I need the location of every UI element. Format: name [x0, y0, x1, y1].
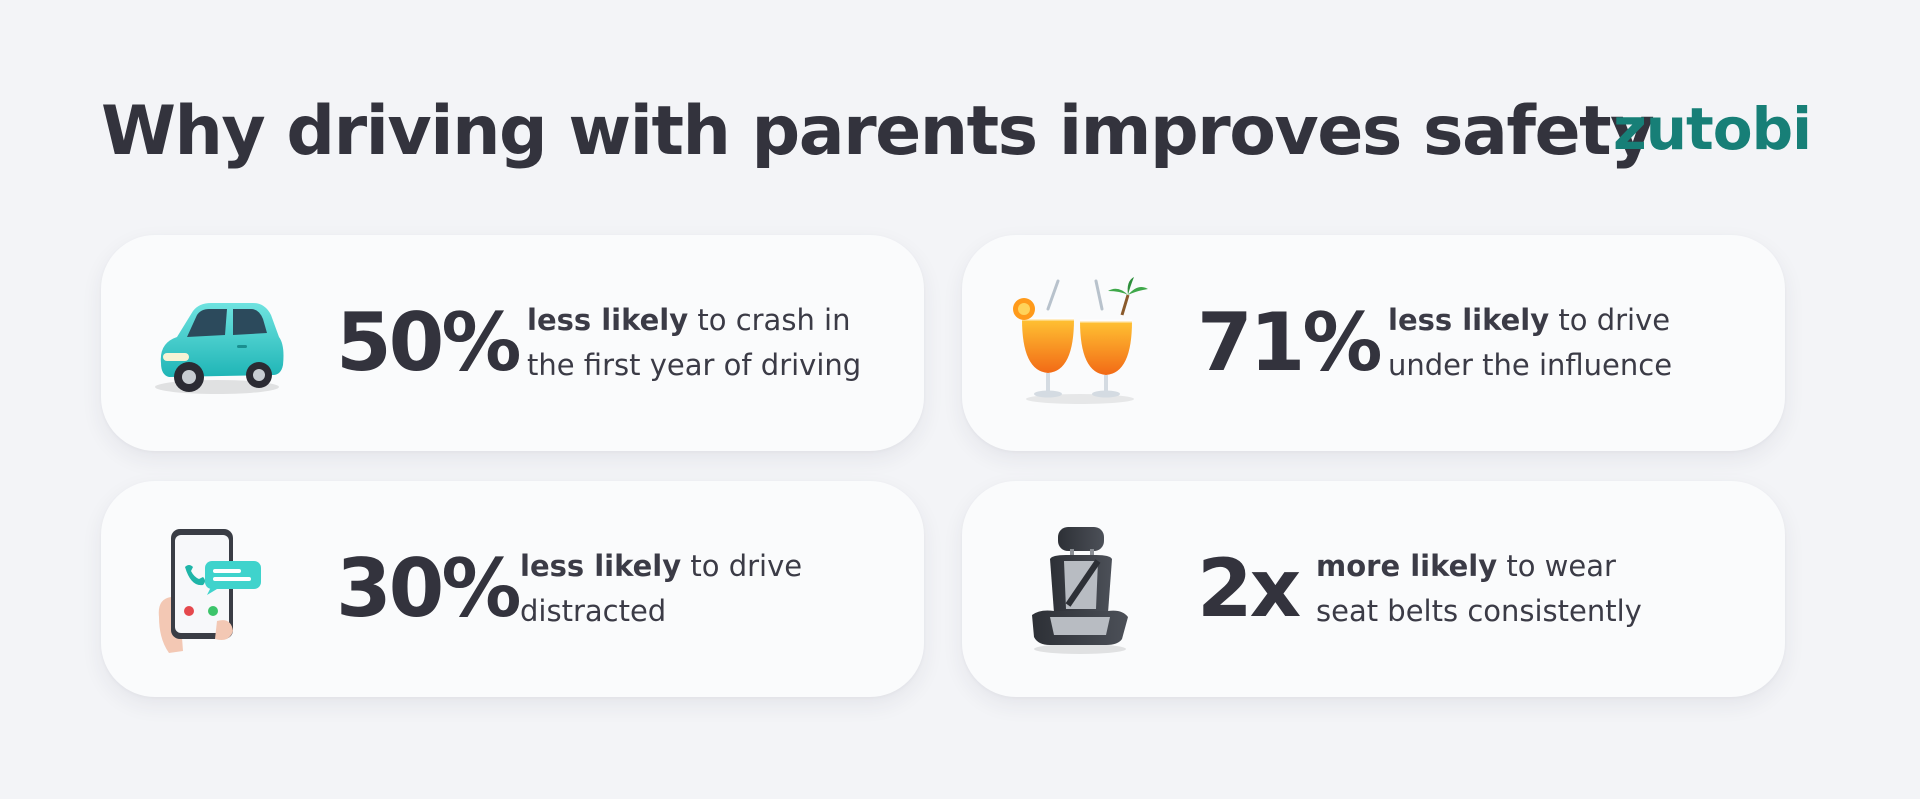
stat-card-crash: 50% less likely to crash in the first ye…: [101, 235, 924, 451]
stat-card-distracted: 30% less likely to drive distracted: [101, 481, 924, 697]
stat-description: less likely to drive distracted: [520, 544, 890, 634]
stat-description: less likely to crash in the first year o…: [527, 298, 897, 388]
stat-text: to drive under the influence: [1388, 303, 1673, 382]
stat-emphasis: less likely: [527, 303, 689, 337]
stat-emphasis: more likely: [1316, 549, 1498, 583]
car-seat-icon: [1010, 521, 1150, 661]
page-title: Why driving with parents improves safety: [101, 92, 1654, 171]
stat-card-influence: 71% less likely to drive under the influ…: [962, 235, 1785, 451]
stat-value: 71%: [1197, 296, 1382, 389]
stat-description: less likely to drive under the influence: [1388, 298, 1758, 388]
car-icon: [149, 275, 289, 415]
cocktails-icon: [1010, 275, 1150, 415]
stat-emphasis: less likely: [1388, 303, 1550, 337]
stat-card-seatbelts: 2x more likely to wear seat belts consis…: [962, 481, 1785, 697]
stat-text: to crash in the first year of driving: [527, 303, 862, 382]
stat-emphasis: less likely: [520, 549, 682, 583]
stat-text: to drive distracted: [520, 549, 803, 628]
phone-in-hand-icon: [149, 521, 289, 661]
stat-value: 50%: [336, 296, 521, 389]
stat-value: 2x: [1197, 542, 1301, 635]
zutobi-logo[interactable]: zutobi: [1613, 95, 1812, 163]
stat-text: to wear seat belts consistently: [1316, 549, 1642, 628]
stat-value: 30%: [336, 542, 521, 635]
stat-description: more likely to wear seat belts consisten…: [1316, 544, 1686, 634]
